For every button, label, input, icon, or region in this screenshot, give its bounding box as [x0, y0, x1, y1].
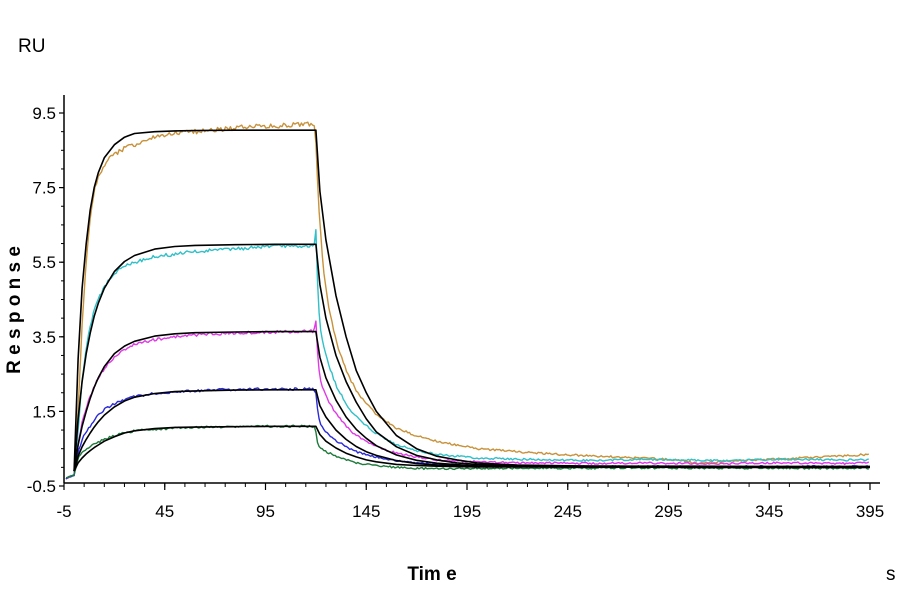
fit-curve-8: [73, 388, 870, 472]
series-line-magenta: [65, 320, 870, 479]
x-tick-label: 395: [856, 502, 884, 521]
x-tick-label: -5: [56, 502, 71, 521]
x-tick-label: 45: [155, 502, 174, 521]
series-line-green: [65, 424, 869, 479]
x-tick-label: 145: [352, 502, 380, 521]
x-tick-label: 95: [256, 502, 275, 521]
series-group: [65, 121, 870, 480]
y-tick-label: 7.5: [32, 179, 56, 198]
y-unit-label: RU: [18, 36, 45, 57]
fit-curve-7: [73, 330, 870, 472]
x-unit-label: s: [886, 564, 896, 585]
fit-curve-6: [73, 243, 870, 472]
fit-curve-5: [73, 129, 870, 472]
y-tick-label: 3.5: [32, 328, 56, 347]
axes: -0.5 1.5 3.5 5.5 7.5 9.5 -5 45 95 145 195 245 295 34…: [27, 95, 884, 521]
x-axis-title: Tim e: [407, 564, 456, 585]
y-tick-label: 1.5: [32, 402, 56, 421]
x-ticks: -5 45 95 145 195 245 295 345 395: [56, 483, 884, 521]
y-tick-label: 5.5: [32, 253, 56, 272]
series-line-orange: [65, 121, 870, 479]
x-tick-label: 345: [755, 502, 783, 521]
y-tick-label: 9.5: [32, 104, 56, 123]
x-tick-label: 295: [654, 502, 682, 521]
y-ticks: -0.5 1.5 3.5 5.5 7.5 9.5: [27, 104, 64, 496]
y-tick-label: -0.5: [27, 477, 56, 496]
fit-curve-9: [73, 425, 870, 472]
x-tick-label: 195: [453, 502, 481, 521]
x-tick-label: 245: [554, 502, 582, 521]
y-axis-title: R e s p o n s e: [4, 246, 25, 374]
series-line-cyan: [65, 228, 869, 479]
